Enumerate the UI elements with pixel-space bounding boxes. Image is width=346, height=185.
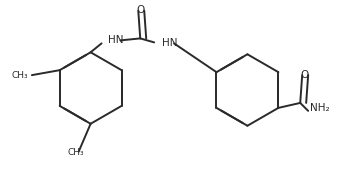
Text: HN: HN bbox=[162, 38, 177, 48]
Text: O: O bbox=[136, 5, 144, 15]
Text: HN: HN bbox=[109, 35, 124, 45]
Text: CH₃: CH₃ bbox=[11, 71, 28, 80]
Text: O: O bbox=[300, 70, 308, 80]
Text: CH₃: CH₃ bbox=[67, 147, 84, 157]
Text: NH₂: NH₂ bbox=[310, 103, 330, 113]
